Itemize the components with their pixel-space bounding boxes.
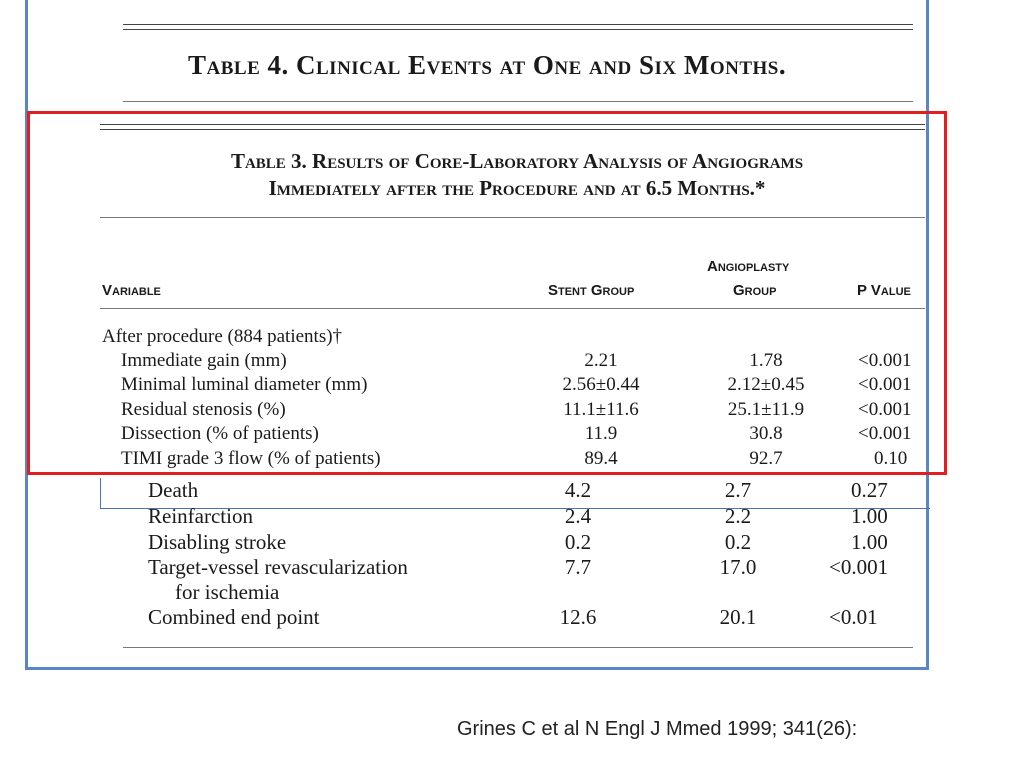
table3-title-rule: [100, 217, 925, 218]
header-angioplasty-line2: Group: [733, 282, 777, 299]
row-angio: 30.8: [749, 423, 783, 444]
header-stent-group: Stent Group: [548, 282, 635, 299]
row-label-continued: for ischemia: [175, 580, 280, 604]
section-label: After procedure (884 patients)†: [102, 326, 343, 347]
row-label: Minimal luminal diameter (mm): [121, 374, 368, 395]
row-angio: 2.7: [724, 478, 752, 502]
row-stent: 4.2: [564, 478, 592, 502]
row-stent: 7.7: [564, 555, 592, 579]
row-p: <0.01: [829, 605, 878, 629]
table3-header-rule: [100, 308, 925, 309]
overlay-edge-left: [100, 478, 101, 508]
row-p: 0.10: [874, 448, 908, 469]
row-label: Immediate gain (mm): [121, 350, 287, 371]
row-angio: 2.2: [724, 504, 752, 528]
row-stent: 2.4: [564, 504, 592, 528]
header-angioplasty-line1: Angioplasty: [707, 258, 790, 275]
row-p: <0.001: [829, 555, 889, 579]
row-label: Reinfarction: [148, 504, 253, 528]
table3-top-rule-1: [100, 124, 925, 125]
row-p: <0.001: [858, 374, 912, 395]
table3-title-line1: Table 3. Results of Core-Laboratory Anal…: [230, 149, 804, 173]
row-angio: 1.78: [749, 350, 783, 371]
row-angio: 25.1±11.9: [727, 399, 805, 420]
table4-top-rule-1: [123, 24, 913, 25]
highlight-box: [27, 111, 947, 475]
row-label: Target-vessel revascularization: [148, 555, 408, 579]
row-stent: 0.2: [564, 530, 592, 554]
table4-title: Table 4. Clinical Events at One and Six …: [188, 50, 787, 80]
row-p: 1.00: [851, 530, 888, 554]
row-label: Combined end point: [148, 605, 320, 629]
row-stent: 89.4: [584, 448, 618, 469]
table3-title-line2: Immediately after the Procedure and at 6…: [268, 176, 766, 200]
row-angio: 92.7: [749, 448, 783, 469]
row-angio: 20.1: [719, 605, 757, 629]
row-stent: 2.21: [584, 350, 618, 371]
table4-end-rule: [123, 647, 913, 648]
row-angio: 17.0: [719, 555, 757, 579]
row-angio: 0.2: [724, 530, 752, 554]
row-p: 0.27: [851, 478, 888, 502]
table3-title: Table 3. Results of Core-Laboratory Anal…: [0, 148, 1024, 202]
row-p: <0.001: [858, 350, 912, 371]
row-label: Death: [148, 478, 199, 502]
overlay-edge-line: [100, 508, 930, 509]
row-stent: 2.56±0.44: [562, 374, 640, 395]
row-p: 1.00: [851, 504, 888, 528]
table4-bottom-rule: [123, 101, 913, 102]
row-label: Residual stenosis (%): [121, 399, 286, 420]
row-label: Disabling stroke: [148, 530, 287, 554]
header-variable: Variable: [102, 282, 161, 299]
row-stent: 12.6: [559, 605, 597, 629]
row-stent: 11.1±11.6: [563, 399, 639, 420]
row-p: <0.001: [858, 423, 912, 444]
row-label: TIMI grade 3 flow (% of patients): [121, 448, 381, 469]
row-stent: 11.9: [584, 423, 618, 444]
row-angio: 2.12±0.45: [727, 374, 805, 395]
table3-top-rule-2: [100, 129, 925, 130]
citation: Grines C et al N Engl J Mmed 1999; 341(2…: [457, 718, 858, 740]
header-p-value: P Value: [857, 282, 911, 299]
row-label: Dissection (% of patients): [121, 423, 319, 444]
row-p: <0.001: [858, 399, 912, 420]
table4-top-rule-2: [123, 29, 913, 30]
